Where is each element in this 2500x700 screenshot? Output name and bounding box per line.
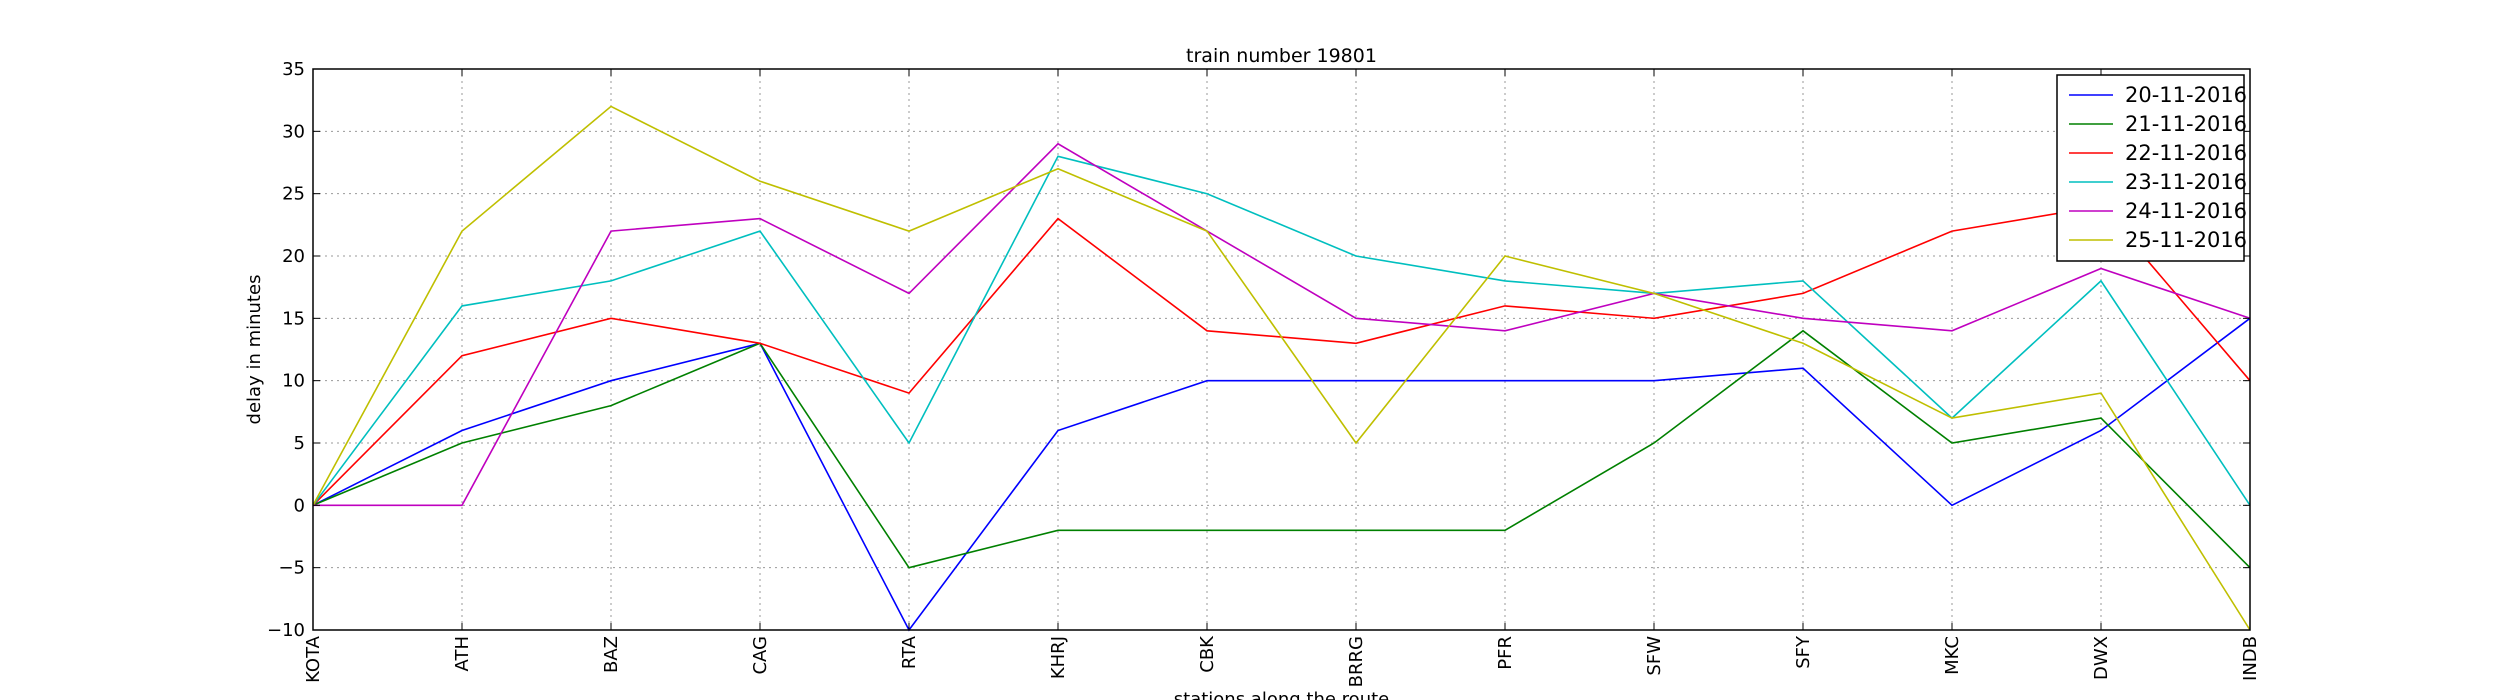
- legend-box: [2056, 74, 2245, 262]
- grid-lines: [312, 68, 2251, 631]
- x-tick-label: MKC: [1942, 636, 1963, 675]
- x-tick-label: KHRJ: [1048, 636, 1069, 679]
- series-line-1: [312, 317, 2251, 632]
- y-axis-label: delay in minutes: [244, 275, 265, 425]
- y-tick-label: 5: [294, 433, 305, 454]
- y-tick-label: 15: [282, 308, 305, 329]
- x-tick-label: CBK: [1197, 635, 1218, 673]
- x-tick-label: PFR: [1495, 636, 1516, 670]
- x-tick-label: RTA: [899, 635, 920, 669]
- y-tick-label: 25: [282, 184, 305, 205]
- series-line-6: [312, 105, 2251, 631]
- y-tick-label: 0: [294, 495, 305, 516]
- legend-label: 20-11-2016: [2125, 83, 2247, 107]
- series-line-3: [312, 205, 2251, 506]
- legend-label: 24-11-2016: [2125, 199, 2247, 223]
- legend-label: 21-11-2016: [2125, 112, 2247, 136]
- x-tick-label: CAG: [750, 636, 771, 675]
- plot-frame: [312, 68, 2251, 631]
- legend-label: 25-11-2016: [2125, 228, 2247, 252]
- y-tick-label: 30: [282, 121, 305, 142]
- x-tick-label: INDB: [2240, 636, 2261, 681]
- series-line-2: [312, 329, 2251, 569]
- legend-label: 23-11-2016: [2125, 170, 2247, 194]
- x-tick-label: BAZ: [601, 636, 622, 673]
- series-line-4: [312, 155, 2251, 506]
- x-tick-label: SFW: [1644, 636, 1665, 676]
- legend-label: 22-11-2016: [2125, 141, 2247, 165]
- chart-title: train number 19801: [1186, 45, 1377, 67]
- y-tick-label: 35: [282, 59, 305, 80]
- x-tick-label: BRRG: [1346, 636, 1367, 687]
- x-tick-label: SFY: [1793, 635, 1814, 669]
- x-tick-label: DWX: [2091, 636, 2112, 680]
- y-tick-label: −10: [267, 620, 305, 641]
- y-tick-label: 10: [282, 371, 305, 392]
- y-tick-label: 20: [282, 246, 305, 267]
- y-tick-label: −5: [278, 558, 305, 579]
- y-axis-ticks: −10 −5 0 5 10 15 20 25 30 35: [267, 59, 2250, 641]
- series-line-5: [313, 142, 2251, 507]
- series-layer: [312, 105, 2251, 632]
- x-axis-label: stations along the route: [1174, 689, 1389, 700]
- x-axis-ticks: KOTA ATH BAZ CAG RTA KHRJ CBK BRRG PFR SFW SFY MKC D…: [303, 69, 2261, 687]
- x-tick-label: ATH: [452, 636, 473, 671]
- x-tick-label: KOTA: [303, 635, 324, 683]
- legend: 20-11-2016 21-11-2016 22-11-2016 23-11-2016…: [2056, 74, 2247, 262]
